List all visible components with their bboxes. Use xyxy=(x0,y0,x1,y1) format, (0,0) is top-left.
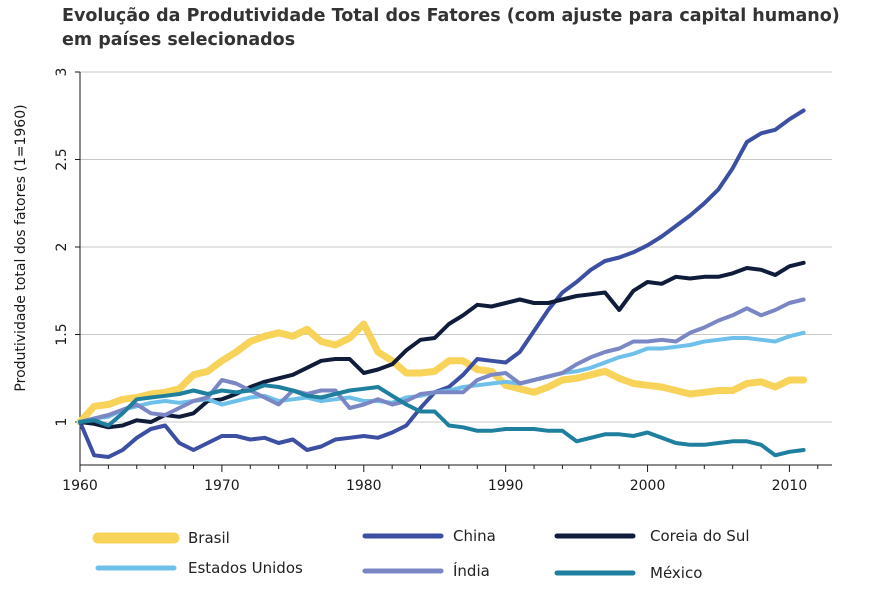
legend: Brasil China Coreia do Sul Estados Unidos Ín… xyxy=(92,527,750,582)
y-tick-label: 3 xyxy=(54,68,70,77)
legend-item: Coreia do Sul xyxy=(554,527,750,545)
series-line-0 xyxy=(76,320,808,426)
x-tick-label: 1980 xyxy=(346,478,382,494)
x-tick-label: 1960 xyxy=(62,478,98,494)
legend-item: Índia xyxy=(362,561,490,580)
x-tick-label: 1970 xyxy=(204,478,240,494)
y-tick-label: 1 xyxy=(54,418,70,427)
x-tick-label: 1990 xyxy=(488,478,524,494)
y-tick-label: 2 xyxy=(54,243,70,252)
legend-label: China xyxy=(453,527,496,545)
series-line-5 xyxy=(78,383,806,458)
legend-item: México xyxy=(554,564,702,582)
axes xyxy=(75,71,832,472)
legend-item: China xyxy=(362,527,496,545)
legend-label: Coreia do Sul xyxy=(650,527,750,545)
legend-label: México xyxy=(650,564,702,582)
legend-label: Índia xyxy=(453,561,490,580)
y-tick-label: 2.5 xyxy=(54,148,70,170)
legend-label: Estados Unidos xyxy=(188,559,303,577)
series-line-4 xyxy=(78,297,806,424)
y-axis-label: Produtividade total dos fatores (1=1960) xyxy=(13,104,29,391)
legend-item: Estados Unidos xyxy=(95,559,303,577)
x-tick-label: 2000 xyxy=(630,478,666,494)
legend-label: Brasil xyxy=(188,529,230,547)
gridlines xyxy=(80,71,832,423)
series-line-2 xyxy=(78,260,806,430)
legend-item: Brasil xyxy=(92,529,230,547)
y-tick-label: 1.5 xyxy=(54,323,70,345)
chart-title: Evolução da Produtividade Total dos Fato… xyxy=(62,6,840,50)
series-lines xyxy=(76,108,808,459)
x-tick-label: 2010 xyxy=(772,478,808,494)
tick-labels: 1 1.5 2 2.5 3 1960 1970 1980 1990 2000 2010 xyxy=(54,68,807,494)
